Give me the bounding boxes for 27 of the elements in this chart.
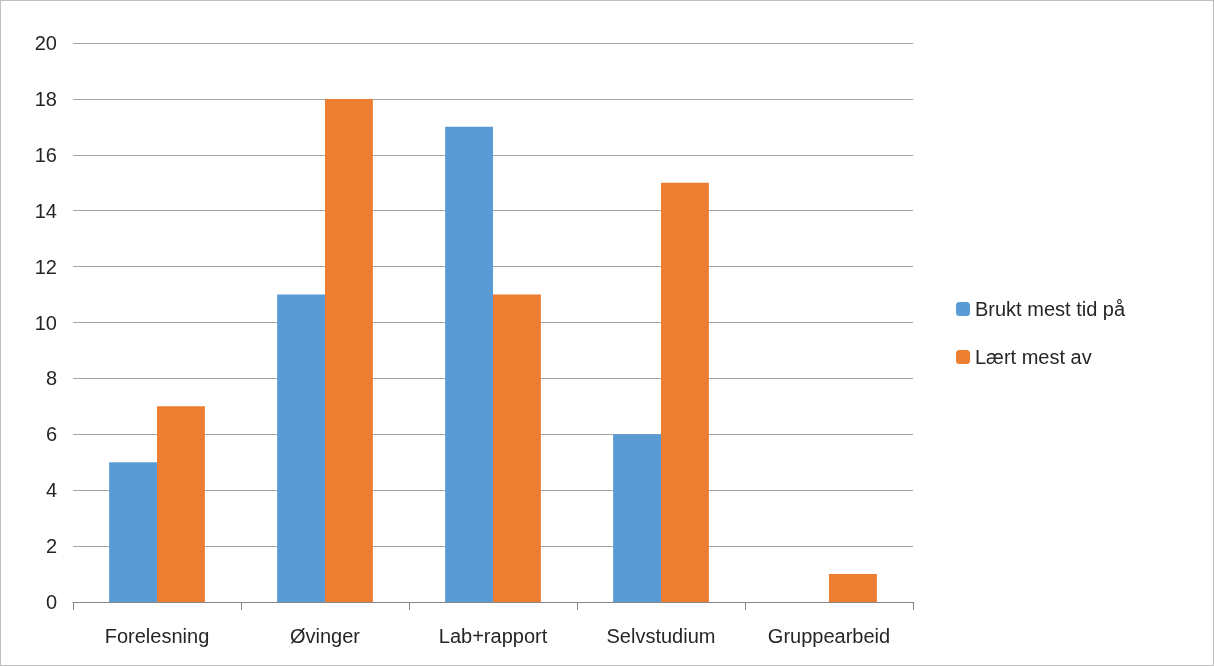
x-tick-label: Gruppearbeid: [767, 625, 891, 647]
bar: [613, 434, 661, 602]
x-tick-label: Lab+rapport: [438, 625, 548, 647]
y-tick-label: 18: [34, 87, 57, 110]
legend-label: Brukt mest tid på: [975, 298, 1126, 320]
legend-label: Lært mest av: [975, 346, 1092, 368]
y-tick-label: 6: [45, 423, 57, 446]
x-tick-label: Forelesning: [104, 625, 210, 647]
bar: [829, 574, 877, 602]
y-tick-label: 20: [34, 32, 57, 54]
y-tick-label: 14: [34, 199, 57, 222]
bar: [277, 294, 325, 602]
bar: [445, 126, 493, 602]
x-tick-label: Selvstudium: [606, 625, 716, 647]
bar: [325, 98, 373, 602]
y-tick-label: 10: [34, 311, 57, 334]
bar: [109, 462, 157, 602]
bar: [157, 406, 205, 602]
y-tick-label: 8: [45, 367, 57, 390]
y-tick-label: 0: [45, 591, 57, 613]
y-tick-label: 2: [45, 535, 57, 558]
y-tick-label: 16: [34, 143, 57, 166]
x-tick-label: Øvinger: [289, 625, 361, 647]
y-tick-label: 12: [34, 255, 57, 278]
y-tick-label: 4: [45, 479, 57, 502]
bar: [493, 294, 541, 602]
bar: [661, 182, 709, 602]
